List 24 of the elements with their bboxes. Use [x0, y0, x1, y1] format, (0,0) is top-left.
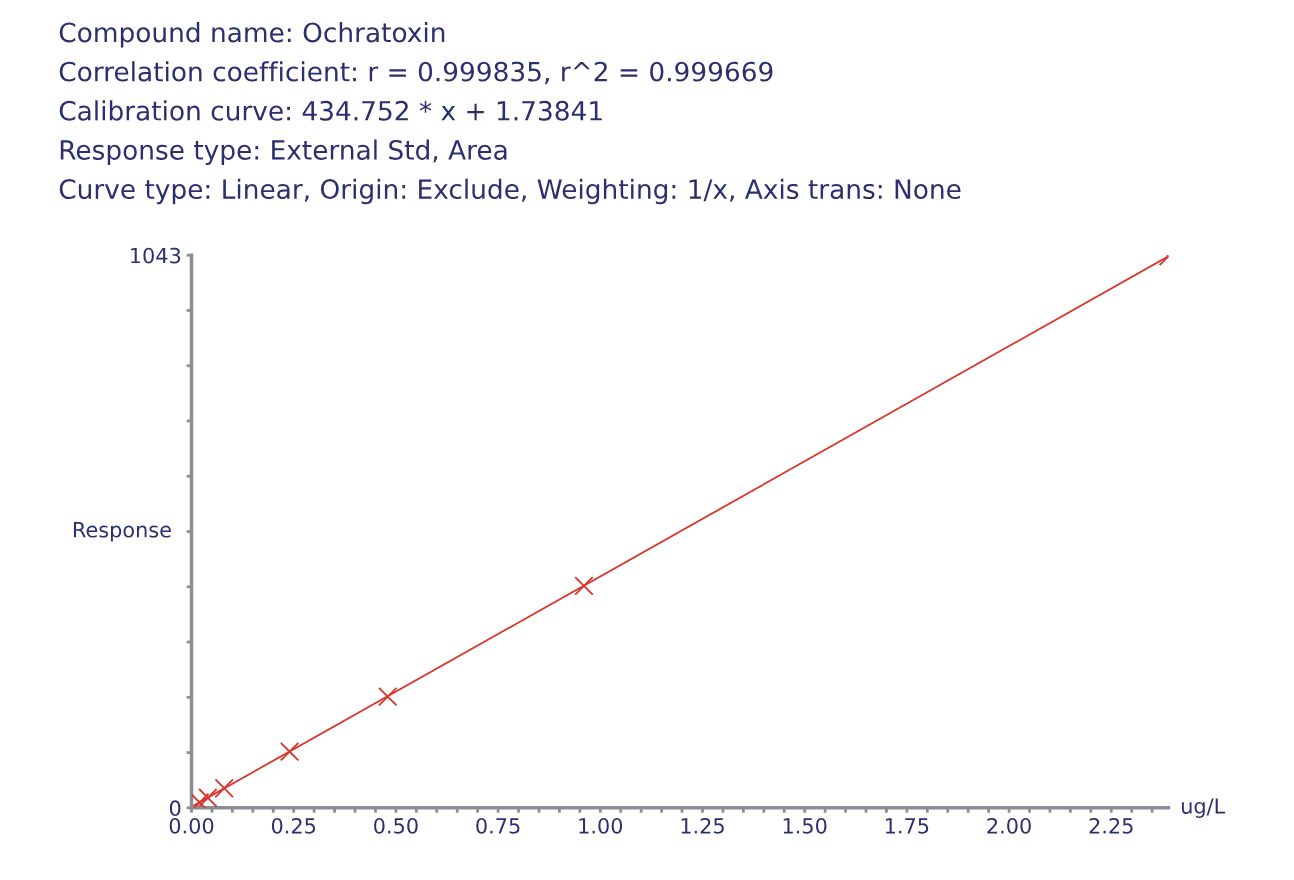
point — [574, 576, 594, 596]
text: Response type: External Std, Area — [60, 139, 507, 166]
text: Calibration curve: 434.752 * x + 1.73841 — [59, 100, 602, 121]
point — [378, 686, 398, 707]
x-tick-label: 2.25 — [1089, 817, 1133, 834]
x-tick-label: 0.25 — [271, 817, 316, 834]
y-axis-title: Response — [73, 522, 171, 542]
text: Curve type: Linear, Origin: Exclude, Weighting: 1/x, Axis trans: None — [59, 178, 961, 205]
point — [198, 788, 218, 808]
x-tick-label: 1.50 — [783, 817, 827, 834]
y-tick-label: 1043 — [131, 247, 181, 264]
x-tick-label: 1.25 — [681, 817, 724, 834]
point — [214, 778, 234, 798]
x-tick-label: 2.00 — [987, 817, 1031, 834]
text: Correlation coefficient: r = 0.999835, r^2 = 0.999669 — [59, 61, 773, 85]
text: Compound name: Ochratoxin — [59, 22, 445, 48]
point — [279, 741, 300, 762]
y-tick-label: 0 — [169, 800, 181, 817]
x-tick-label: 1.75 — [885, 818, 929, 834]
x-axis-title: ug/L — [1181, 798, 1226, 818]
x-tick-label: 0.75 — [476, 817, 520, 834]
x-tick-label: 1.00 — [579, 817, 623, 834]
x-tick-label: 0.50 — [374, 817, 418, 834]
x-tick-label: 0.00 — [169, 817, 214, 834]
